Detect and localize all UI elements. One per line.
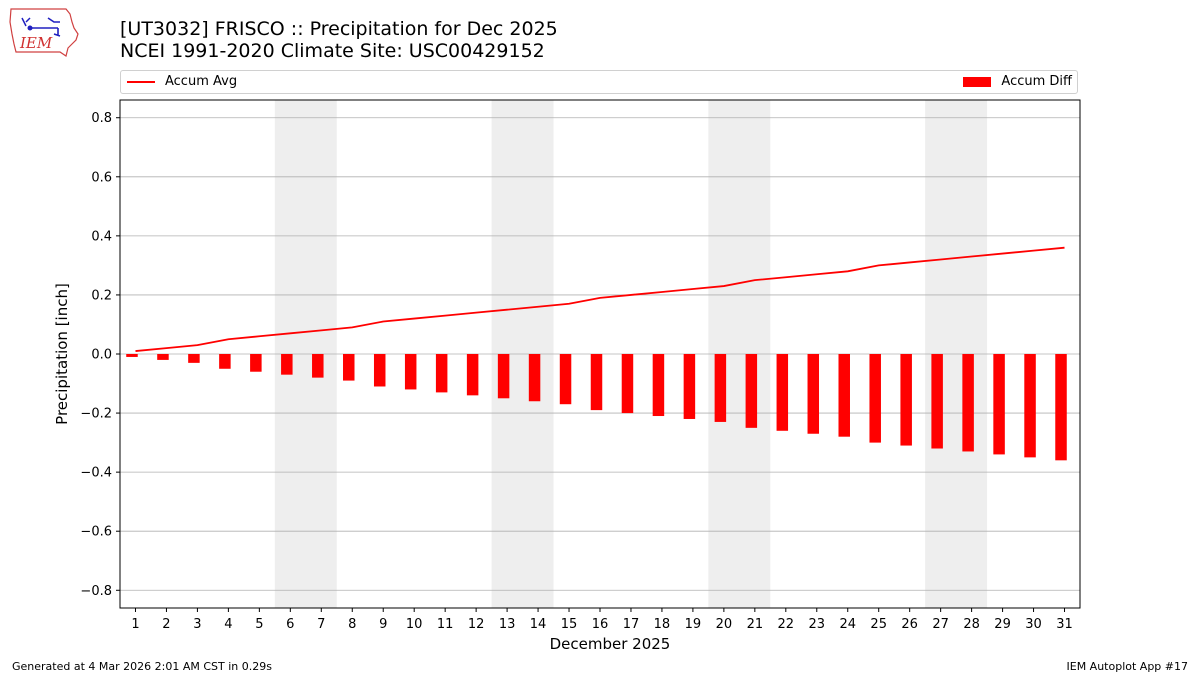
x-tick-label: 9 [379, 617, 387, 632]
bar-accum-diff [126, 354, 138, 357]
x-tick-label: 28 [963, 617, 980, 632]
iem-logo-icon: IEM [9, 8, 79, 57]
x-tick-label: 20 [716, 617, 733, 632]
x-tick-label: 30 [1025, 617, 1042, 632]
legend: Accum Avg Accum Diff [120, 70, 1078, 94]
bar-accum-diff [435, 354, 448, 393]
bar-accum-diff [1055, 354, 1067, 461]
x-tick-label: 4 [224, 617, 232, 632]
bar-accum-diff [219, 354, 231, 369]
x-tick-label: 1 [131, 617, 139, 632]
x-tick-label: 24 [839, 617, 856, 632]
title-line-2: NCEI 1991-2020 Climate Site: USC00429152 [120, 40, 545, 62]
bar-accum-diff [652, 354, 665, 417]
chart-title: [UT3032] FRISCO :: Precipitation for Dec… [120, 18, 558, 62]
y-tick-label: 0.8 [91, 111, 112, 126]
bar-accum-diff [1024, 354, 1036, 458]
x-tick-label: 18 [654, 617, 671, 632]
bar-accum-diff [250, 354, 262, 372]
bar-accum-diff [621, 354, 634, 414]
y-tick-label: −0.2 [80, 407, 112, 422]
x-tick-label: 19 [685, 617, 702, 632]
legend-bar-swatch [963, 76, 992, 87]
x-tick-label: 10 [406, 617, 423, 632]
bar-accum-diff [931, 354, 943, 449]
bar-accum-diff [188, 354, 200, 363]
y-tick-label: 0.0 [91, 348, 112, 363]
x-tick-label: 15 [561, 617, 578, 632]
line-accum-avg [135, 246, 1065, 352]
y-tick-label: 0.4 [91, 229, 112, 244]
bar-accum-diff [683, 354, 696, 419]
x-tick-label: 21 [747, 617, 764, 632]
x-tick-label: 13 [499, 617, 516, 632]
y-tick-label: −0.4 [80, 466, 112, 481]
bar-accum-diff [869, 354, 881, 443]
bar-accum-diff [993, 354, 1005, 455]
x-tick-label: 26 [901, 617, 918, 632]
bar-accum-diff [157, 354, 169, 360]
bar-accum-diff [838, 354, 850, 437]
bar-accum-diff [281, 354, 293, 375]
legend-label-accum-avg: Accum Avg [165, 74, 238, 89]
x-tick-label: 23 [809, 617, 826, 632]
x-tick-label: 16 [592, 617, 609, 632]
bar-accum-diff [776, 354, 789, 431]
title-line-1: [UT3032] FRISCO :: Precipitation for Dec… [120, 18, 558, 40]
legend-line-swatch [127, 80, 155, 83]
bar-accum-diff [404, 354, 417, 390]
y-tick-label: 0.2 [91, 288, 112, 303]
x-tick-label: 31 [1056, 617, 1073, 632]
bar-accum-diff [373, 354, 386, 387]
footer-generated: Generated at 4 Mar 2026 2:01 AM CST in 0… [12, 660, 272, 673]
bar-accum-diff [466, 354, 479, 396]
x-tick-label: 11 [437, 617, 454, 632]
x-tick-label: 14 [530, 617, 547, 632]
legend-label-accum-diff: Accum Diff [1001, 74, 1072, 89]
plot-frame [119, 99, 1081, 609]
x-tick-label: 2 [162, 617, 170, 632]
x-axis-label: December 2025 [550, 635, 671, 653]
x-tick-label: 7 [317, 617, 325, 632]
y-tick-label: −0.6 [80, 525, 112, 540]
x-tick-label: 12 [468, 617, 485, 632]
bar-accum-diff [900, 354, 912, 446]
x-tick-label: 3 [193, 617, 201, 632]
x-tick-label: 6 [286, 617, 294, 632]
bar-accum-diff [528, 354, 541, 402]
bar-accum-diff [343, 354, 355, 381]
bar-accum-diff [312, 354, 324, 378]
bar-accum-diff [559, 354, 572, 405]
footer-app-id: IEM Autoplot App #17 [1066, 660, 1189, 673]
bar-accum-diff [807, 354, 820, 434]
bar-accum-diff [962, 354, 974, 452]
x-tick-label: 17 [623, 617, 640, 632]
x-tick-label: 25 [870, 617, 887, 632]
logo-text: IEM [19, 34, 53, 52]
y-tick-label: 0.6 [91, 170, 112, 185]
x-tick-label: 29 [994, 617, 1011, 632]
y-axis-label: Precipitation [inch] [53, 283, 71, 425]
x-tick-label: 8 [348, 617, 356, 632]
bar-accum-diff [590, 354, 603, 411]
y-tick-label: −0.8 [80, 584, 112, 599]
legend-item-accum-avg: Accum Avg [127, 74, 237, 89]
legend-item-accum-diff: Accum Diff [963, 74, 1072, 89]
x-tick-label: 27 [932, 617, 949, 632]
x-tick-label: 5 [255, 617, 263, 632]
x-tick-label: 22 [778, 617, 795, 632]
bar-accum-diff [745, 354, 758, 428]
bar-accum-diff [714, 354, 727, 422]
bar-accum-diff [497, 354, 510, 399]
